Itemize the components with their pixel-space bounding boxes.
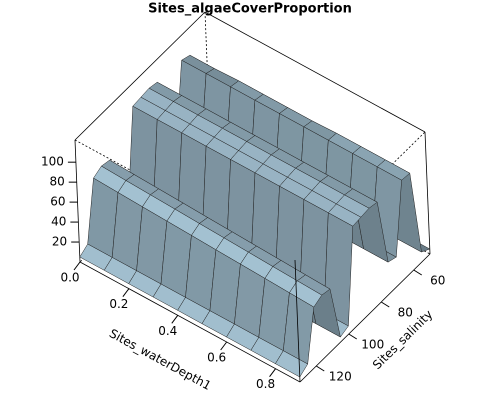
z-tick-label: 20 <box>52 235 67 249</box>
box-edge <box>424 131 431 255</box>
x-tick-label: 0.6 <box>207 351 226 365</box>
z-tick-label: 80 <box>49 175 64 189</box>
box-edge <box>79 261 301 383</box>
y-tick <box>380 301 390 308</box>
z-tick-label: 100 <box>41 155 64 169</box>
z-tick-label: 40 <box>51 215 66 229</box>
y-tick-label: 80 <box>398 306 413 320</box>
box-edge <box>204 11 426 133</box>
y-tick <box>413 269 423 276</box>
x-tick-label: 0.0 <box>60 271 79 285</box>
x-tick-label: 0.4 <box>158 324 177 338</box>
x-tick <box>220 341 228 351</box>
chart-title: Sites_algaeCoverProportion <box>148 2 352 17</box>
x-tick <box>269 368 276 377</box>
y-tick <box>315 365 325 372</box>
x-tick <box>122 288 130 297</box>
x-tick-label: 0.2 <box>109 297 128 311</box>
x-tick <box>73 261 81 271</box>
y-tick-label: 120 <box>329 370 352 384</box>
y-tick-label: 60 <box>430 274 445 288</box>
box-edge <box>74 11 206 141</box>
box-edge <box>294 259 301 383</box>
x-tick <box>171 315 179 324</box>
y-tick <box>348 333 358 340</box>
y-tick-label: 100 <box>361 338 384 352</box>
z-tick-label: 60 <box>50 195 65 209</box>
box-edge <box>294 131 426 261</box>
x-tick-label: 0.8 <box>256 377 275 391</box>
box-edge <box>299 253 431 383</box>
